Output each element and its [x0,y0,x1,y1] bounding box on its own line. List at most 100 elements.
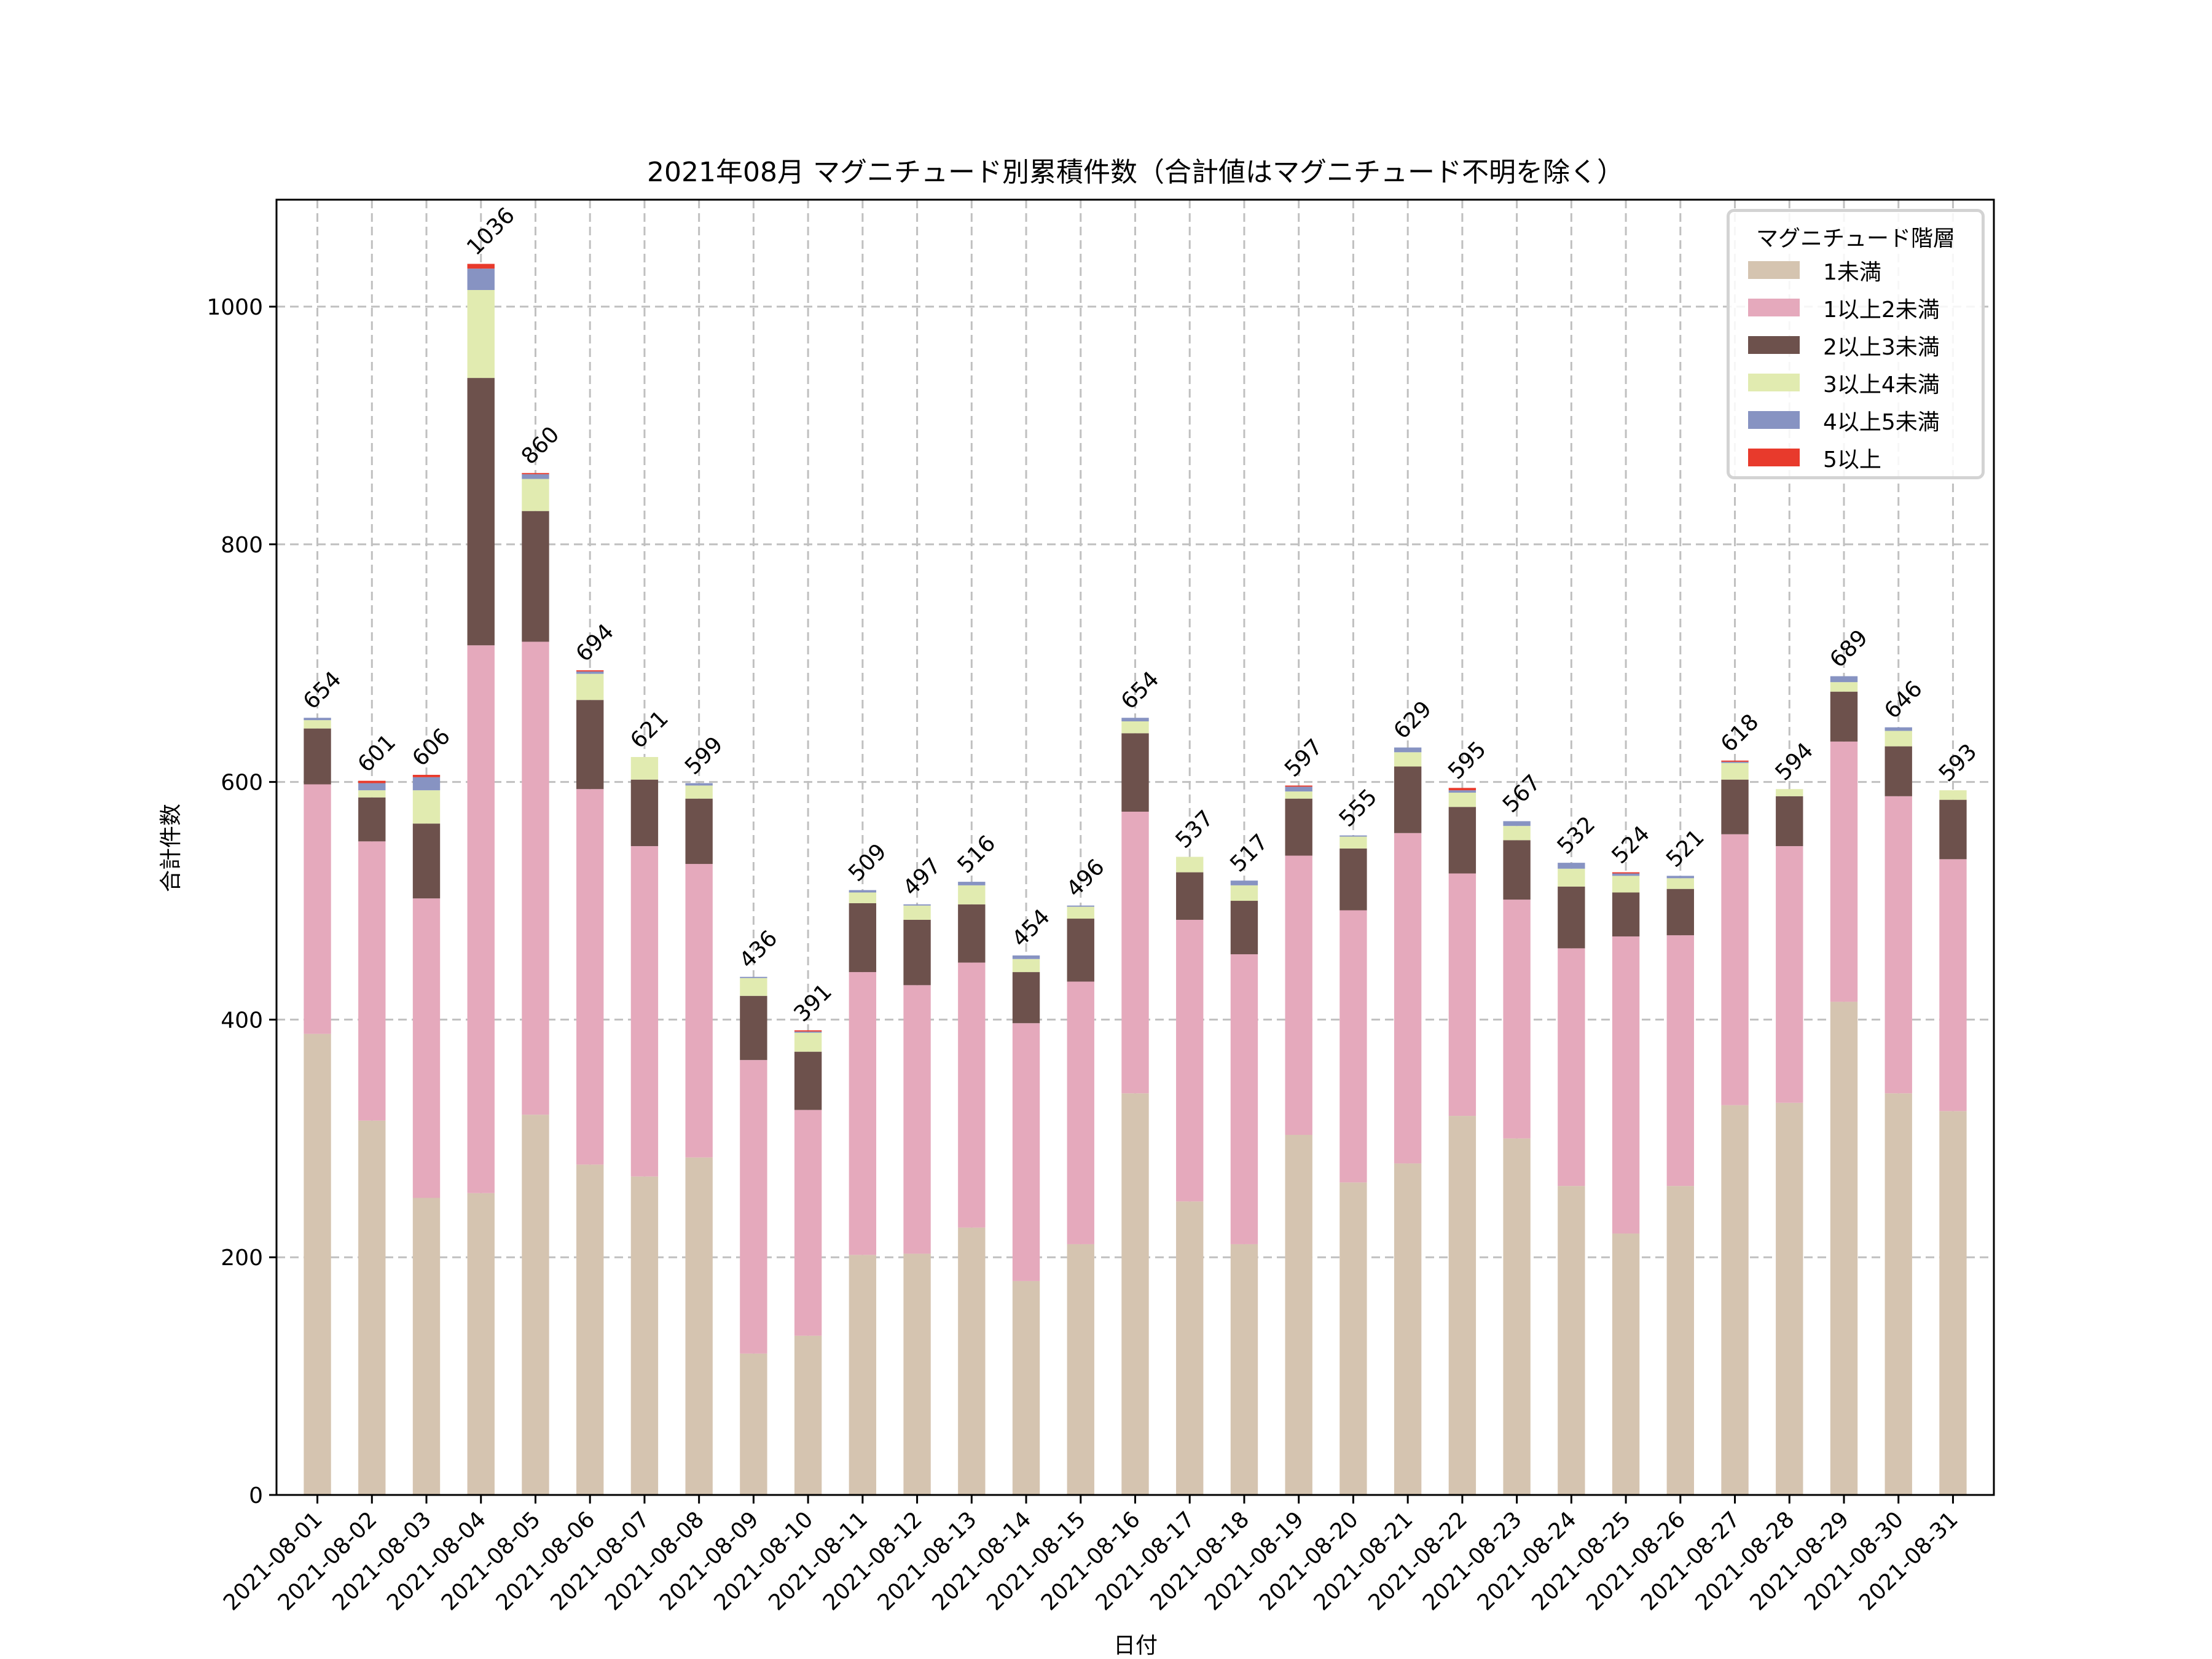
bar-segment [1448,873,1477,1116]
legend-item: 5以上 [1730,439,1982,476]
bar-segment [1885,746,1912,796]
bar-segment [358,841,386,1121]
bar-segment [358,1120,386,1495]
bar-segment [1666,888,1694,936]
total-label: 601 [353,729,401,777]
legend-item: 1未満 [1730,251,1982,289]
bar-segment [304,1033,331,1495]
total-label: 621 [626,706,673,754]
legend-swatch [1748,261,1800,279]
bar-segment [1612,872,1640,874]
bar-segment [1176,857,1204,873]
x-axis-ticks: 2021-08-012021-08-022021-08-032021-08-04… [219,1495,1963,1615]
bar-segment [1885,796,1912,1094]
bar-segment [1012,959,1040,973]
bar-segment [1503,821,1531,826]
bar-segment [1230,1244,1258,1495]
bar-segment [1558,1186,1585,1495]
bar-segment [958,962,986,1228]
bar-segment [1285,786,1312,792]
total-label: 860 [517,422,565,470]
bar-segment [1067,981,1094,1244]
bar-segment [412,775,441,777]
bar-segment [1394,752,1422,767]
total-label: 524 [1607,821,1655,869]
total-label: 1036 [462,203,520,261]
bar-segment [522,479,549,511]
bar-segment [576,671,604,674]
legend-title: マグニチュード階層 [1755,226,1955,251]
bar-segment [794,1030,822,1032]
bar-segment [1339,910,1367,1183]
bar-segment [630,846,659,1177]
bar-segment [958,885,986,904]
bar-segment [849,890,877,893]
bar-segment [1067,905,1094,907]
bar-segment [1776,846,1803,1103]
total-label: 593 [1934,739,1982,787]
bar-segment [1121,718,1149,722]
bar-segment [1558,886,1585,949]
bar-segment [794,1051,822,1110]
total-label: 594 [1771,738,1819,786]
y-tick-label: 1000 [206,295,263,320]
total-label: 496 [1062,855,1110,903]
bar-segment [1721,760,1749,762]
bar-segment [467,1193,495,1495]
bar-segment [576,670,604,672]
bar-segment [467,264,495,269]
total-label: 532 [1553,812,1601,860]
total-label: 436 [735,926,783,974]
bar-segment [849,903,877,973]
total-label: 606 [407,724,455,772]
bar-segment [1939,799,1967,860]
legend-label: 1以上2未満 [1823,297,1940,323]
bar-segment [1666,935,1694,1186]
bar-segment [522,511,549,642]
bar-segment [1230,885,1258,901]
bar-segment [1830,691,1858,742]
total-label: 694 [571,619,619,667]
bar-segment [958,904,986,963]
bar-segment [576,673,604,700]
total-label: 618 [1716,710,1764,758]
bar-segment [685,783,713,786]
bar-segment [1121,1093,1149,1495]
bar-segment [1666,878,1694,889]
total-label: 629 [1389,696,1437,744]
legend-item: 2以上3未満 [1730,326,1982,364]
bar-segment [1776,796,1803,847]
bar-segment [1176,872,1204,920]
total-label: 597 [1280,734,1328,782]
total-label: 509 [844,839,892,887]
bar-segment [1067,906,1094,919]
bar-segment [304,728,331,785]
total-label: 516 [953,831,1001,879]
bar-segment [1503,840,1531,900]
bar-segment [304,718,331,721]
bar-segment [1612,876,1640,893]
legend-label: 5以上 [1823,447,1881,473]
total-label: 454 [1007,904,1055,952]
bar-segment [1666,1186,1694,1495]
bar-segment [576,789,604,1165]
total-label: 567 [1498,770,1546,818]
total-label: 595 [1443,737,1491,785]
bar-segment [1503,900,1531,1139]
bar-segment [522,473,549,474]
bar-segment [1394,766,1422,833]
bar-segment [1394,1163,1422,1495]
bar-segment [1503,1138,1531,1495]
total-label: 537 [1171,806,1219,853]
bar-segment [630,1176,659,1495]
bar-segment [1830,741,1858,1002]
bar-segment [1285,855,1312,1135]
bar-segment [304,720,331,729]
total-label: 689 [1825,625,1873,673]
bar-segment [1776,1102,1803,1495]
bar-segment [740,1060,767,1354]
bar-segment [522,641,549,1115]
bar-segment [467,645,495,1193]
total-label: 497 [898,853,946,901]
y-tick-label: 0 [249,1483,263,1508]
